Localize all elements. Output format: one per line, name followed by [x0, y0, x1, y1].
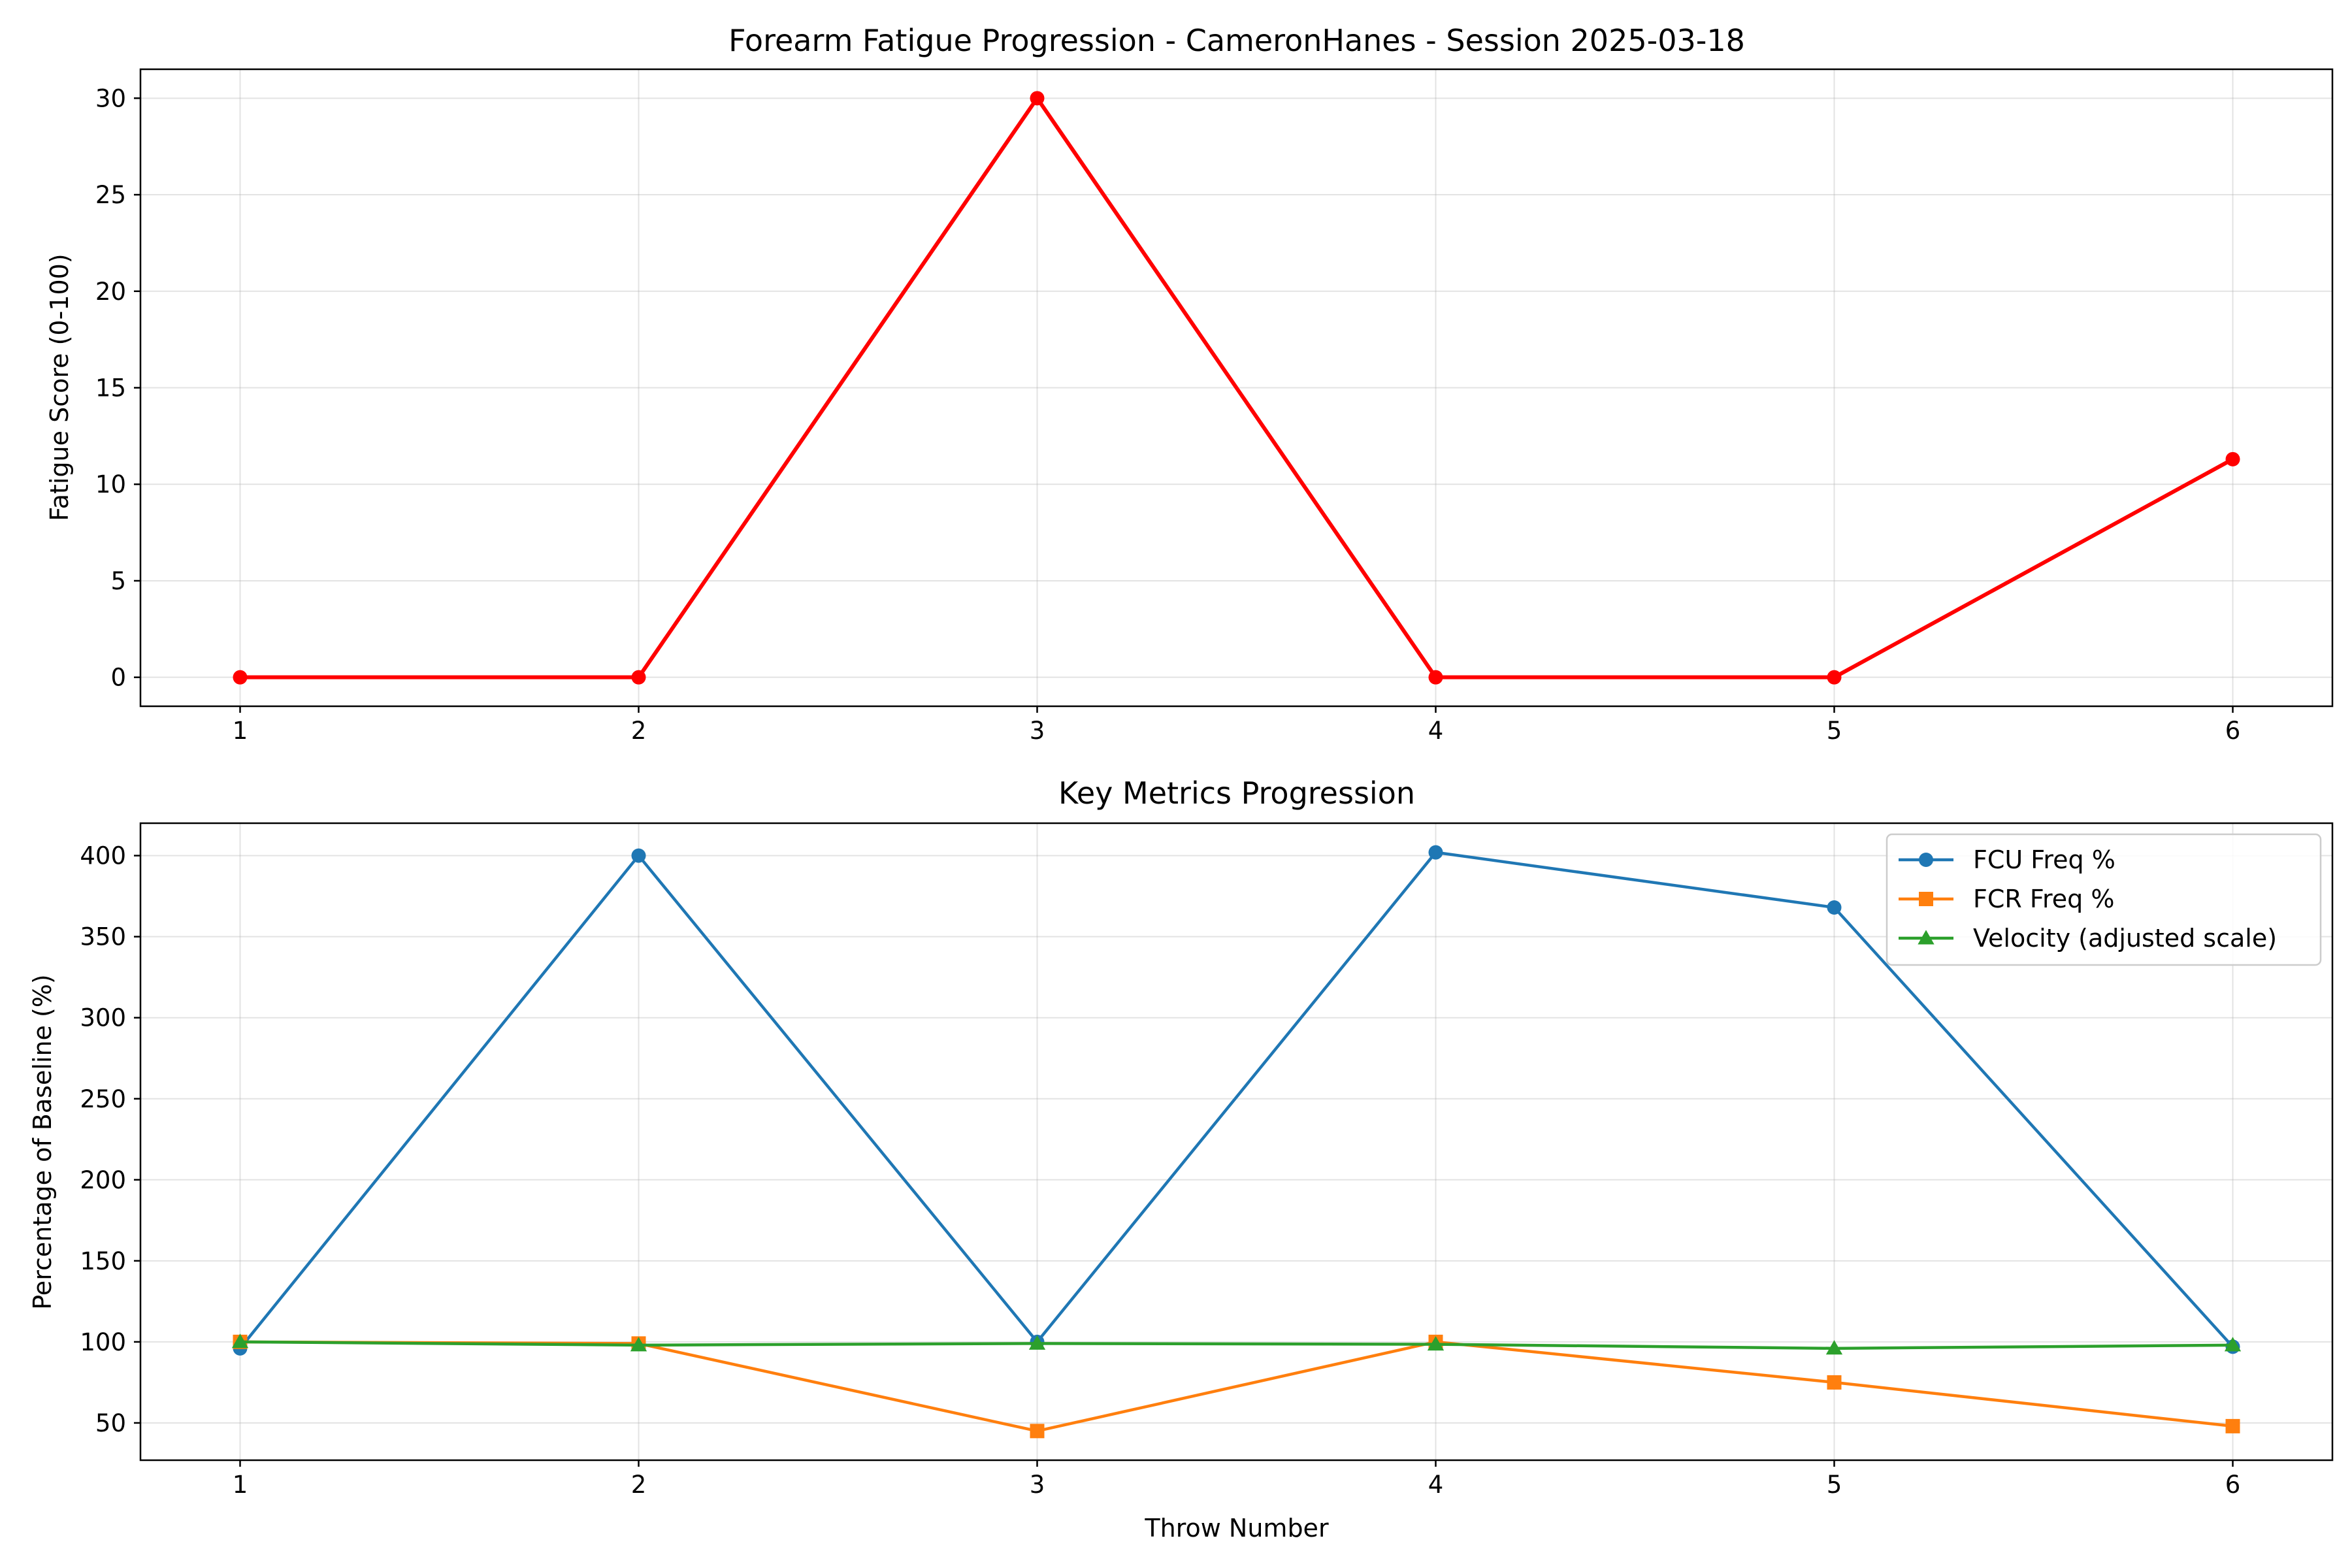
y-tick-label: 300: [80, 1004, 126, 1032]
fatigue-chart-ticks: 1 2 3 4 5 6 0 5 10 15 20 25 30: [95, 84, 2240, 745]
fatigue-series-0-point-2: [1030, 91, 1045, 106]
metrics-chart-title: Key Metrics Progression: [1058, 776, 1415, 811]
metrics-chart-frame: [139, 822, 2334, 1462]
fatigue-chart-title: Forearm Fatigue Progression - CameronHan…: [728, 23, 1745, 58]
y-tick-label: 20: [95, 278, 126, 306]
legend-label-fcu: FCU Freq %: [1973, 845, 2115, 874]
fatigue-chart-grid: [140, 69, 2332, 706]
fatigue-series-0-point-3: [1428, 670, 1443, 685]
x-tick-label: 4: [1428, 1471, 1444, 1499]
legend-marker-shape-1: [1919, 892, 1933, 906]
fatigue-series-0-point-1: [631, 670, 646, 685]
legend-entry-fcu: FCU Freq %: [1899, 845, 2115, 874]
y-tick-label: 15: [95, 374, 126, 402]
legend-label-fcr: FCR Freq %: [1973, 885, 2114, 913]
y-tick-label: 250: [80, 1085, 126, 1113]
fatigue-chart-series: [233, 91, 2240, 685]
y-tick-label: 0: [110, 664, 126, 692]
x-tick-label: 3: [1030, 717, 1045, 745]
metrics-series-2-point-1: [630, 1337, 647, 1352]
metrics-series-2-point-0: [231, 1333, 249, 1348]
fatigue-series-0-point-0: [233, 670, 248, 685]
legend-entry-velocity: Velocity (adjusted scale): [1899, 924, 2277, 953]
metrics-series-2-point-3: [1427, 1335, 1445, 1351]
metrics-series-2-line: [238, 1340, 2234, 1350]
legend-marker-fcr: [1919, 892, 1933, 906]
fatigue-chart-ylabel: Fatigue Score (0-100): [45, 253, 74, 521]
y-tick-label: 100: [80, 1328, 126, 1356]
x-tick-label: 6: [2225, 1471, 2241, 1499]
x-tick-label: 1: [233, 717, 248, 745]
metrics-series-1-point-2: [1030, 1424, 1045, 1439]
metrics-series-0-point-4: [1827, 900, 1842, 915]
metrics-series-2-point-5: [2224, 1337, 2242, 1352]
x-tick-label: 5: [1827, 1471, 1842, 1499]
fatigue-series-0-line: [238, 96, 2235, 679]
metrics-series-0-point-3: [1428, 845, 1443, 860]
x-tick-label: 2: [631, 1471, 647, 1499]
legend-label-velocity: Velocity (adjusted scale): [1973, 924, 2277, 953]
x-tick-label: 4: [1428, 717, 1444, 745]
fatigue-series-0-point-4: [1827, 670, 1842, 685]
metrics-chart-panel: Key Metrics Progression 1 2 3 4 5 6 50 100 150 20…: [28, 776, 2334, 1543]
x-tick-label: 2: [631, 717, 647, 745]
x-tick-label: 3: [1030, 1471, 1045, 1499]
metrics-chart-ticks: 1 2 3 4 5 6 50 100 150 200 250 300 350 400: [80, 842, 2240, 1499]
legend-marker-shape-0: [1919, 853, 1933, 867]
fatigue-chart-frame: [139, 68, 2334, 708]
metrics-chart-xlabel: Throw Number: [1144, 1514, 1329, 1543]
legend-marker-fcu: [1919, 853, 1933, 867]
metrics-series-0-point-1: [631, 848, 646, 863]
metrics-series-2-point-2: [1028, 1335, 1046, 1350]
legend-entry-fcr: FCR Freq %: [1899, 885, 2114, 913]
metrics-chart-ylabel: Percentage of Baseline (%): [28, 974, 57, 1310]
legend-marker-velocity: [1918, 930, 1935, 945]
legend-marker-shape-2: [1918, 930, 1935, 945]
x-tick-label: 6: [2225, 717, 2241, 745]
fatigue-series-0-point-5: [2225, 451, 2240, 466]
x-tick-label: 1: [233, 1471, 248, 1499]
y-tick-label: 25: [95, 181, 126, 209]
y-tick-label: 30: [95, 84, 126, 112]
y-tick-label: 50: [95, 1409, 126, 1437]
y-tick-label: 5: [110, 567, 126, 595]
y-tick-label: 200: [80, 1166, 126, 1194]
metrics-series-1-point-4: [1827, 1375, 1842, 1390]
x-tick-label: 5: [1827, 717, 1842, 745]
y-tick-label: 150: [80, 1247, 126, 1275]
metrics-chart-series: [231, 845, 2242, 1439]
y-tick-label: 350: [80, 923, 126, 951]
fatigue-chart-panel: Forearm Fatigue Progression - CameronHan…: [45, 23, 2334, 745]
metrics-series-1-point-5: [2225, 1418, 2240, 1433]
legend-box: [1886, 833, 2322, 966]
metrics-chart-legend: FCU Freq % FCR Freq % Velocity (adjusted…: [1886, 833, 2322, 966]
y-tick-label: 10: [95, 470, 126, 498]
metrics-series-0-line: [238, 851, 2234, 1350]
metrics-series-2-point-4: [1825, 1340, 1843, 1355]
y-tick-label: 400: [80, 842, 126, 870]
